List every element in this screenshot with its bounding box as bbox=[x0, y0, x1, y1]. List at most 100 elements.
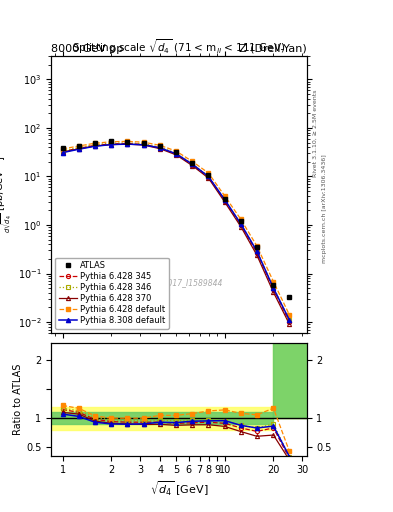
Pythia 6.428 default bbox=[287, 312, 292, 318]
Pythia 6.428 346 bbox=[109, 140, 114, 146]
Pythia 6.428 345 bbox=[287, 319, 292, 325]
Text: mcplots.cern.ch [arXiv:1306.3436]: mcplots.cern.ch [arXiv:1306.3436] bbox=[322, 154, 327, 263]
ATLAS bbox=[255, 244, 259, 250]
ATLAS bbox=[77, 143, 81, 149]
Bar bbox=[51, 407, 274, 430]
Pythia 6.428 346 bbox=[287, 317, 292, 323]
ATLAS bbox=[222, 196, 227, 202]
Text: 8000 GeV pp: 8000 GeV pp bbox=[51, 44, 123, 54]
Pythia 6.428 370 bbox=[92, 143, 97, 149]
Pythia 6.428 default bbox=[174, 148, 178, 154]
ATLAS bbox=[190, 160, 195, 166]
Line: Pythia 6.428 346: Pythia 6.428 346 bbox=[61, 141, 292, 322]
Pythia 6.428 370 bbox=[125, 141, 130, 147]
Title: Splitting scale $\sqrt{d_4}$ (71 < m$_{ll}$ < 111 GeV): Splitting scale $\sqrt{d_4}$ (71 < m$_{l… bbox=[72, 37, 286, 56]
Pythia 8.308 default bbox=[287, 317, 292, 323]
Pythia 6.428 345 bbox=[239, 222, 243, 228]
Pythia 6.428 345 bbox=[271, 286, 276, 292]
Pythia 6.428 346 bbox=[125, 140, 130, 146]
Pythia 6.428 345 bbox=[190, 162, 195, 168]
Pythia 6.428 345 bbox=[222, 198, 227, 204]
Pythia 6.428 default bbox=[92, 140, 97, 146]
Line: Pythia 6.428 370: Pythia 6.428 370 bbox=[61, 142, 292, 326]
Pythia 6.428 370 bbox=[239, 224, 243, 230]
Pythia 6.428 345 bbox=[158, 145, 162, 151]
Pythia 8.308 default bbox=[239, 221, 243, 227]
Pythia 6.428 default bbox=[141, 139, 146, 145]
Line: Pythia 6.428 345: Pythia 6.428 345 bbox=[61, 141, 292, 324]
Pythia 8.308 default bbox=[141, 142, 146, 148]
Pythia 8.308 default bbox=[174, 151, 178, 157]
Legend: ATLAS, Pythia 6.428 345, Pythia 6.428 346, Pythia 6.428 370, Pythia 6.428 defaul: ATLAS, Pythia 6.428 345, Pythia 6.428 34… bbox=[55, 258, 169, 329]
Pythia 8.308 default bbox=[190, 161, 195, 167]
Pythia 6.428 345 bbox=[174, 151, 178, 157]
Text: ATLAS_2017_I1589844: ATLAS_2017_I1589844 bbox=[135, 279, 222, 288]
Pythia 6.428 346 bbox=[271, 284, 276, 290]
Pythia 6.428 default bbox=[77, 143, 81, 149]
Pythia 6.428 346 bbox=[222, 197, 227, 203]
Pythia 8.308 default bbox=[60, 150, 65, 156]
ATLAS bbox=[158, 143, 162, 150]
Pythia 6.428 345 bbox=[60, 148, 65, 155]
Pythia 6.428 346 bbox=[174, 150, 178, 156]
Pythia 6.428 370 bbox=[271, 289, 276, 295]
Pythia 6.428 345 bbox=[109, 141, 114, 147]
Pythia 6.428 default bbox=[206, 170, 211, 176]
Y-axis label: Ratio to ATLAS: Ratio to ATLAS bbox=[13, 364, 23, 435]
Pythia 6.428 346 bbox=[206, 173, 211, 179]
Pythia 8.308 default bbox=[271, 285, 276, 291]
ATLAS bbox=[60, 145, 65, 152]
Pythia 6.428 345 bbox=[206, 174, 211, 180]
Pythia 6.428 345 bbox=[141, 141, 146, 147]
Pythia 6.428 346 bbox=[92, 141, 97, 147]
Pythia 8.308 default bbox=[206, 174, 211, 180]
Pythia 8.308 default bbox=[77, 146, 81, 152]
Pythia 6.428 370 bbox=[158, 145, 162, 152]
Pythia 6.428 default bbox=[109, 139, 114, 145]
Pythia 6.428 370 bbox=[222, 199, 227, 205]
Pythia 8.308 default bbox=[255, 248, 259, 254]
Text: Z (Drell-Yan): Z (Drell-Yan) bbox=[239, 44, 307, 54]
Pythia 6.428 370 bbox=[255, 252, 259, 258]
Pythia 6.428 default bbox=[60, 146, 65, 152]
Pythia 6.428 345 bbox=[125, 140, 130, 146]
ATLAS bbox=[141, 139, 146, 145]
Pythia 6.428 346 bbox=[255, 248, 259, 254]
Pythia 6.428 370 bbox=[109, 141, 114, 147]
Pythia 8.308 default bbox=[222, 197, 227, 203]
Bar bbox=[274, 343, 307, 418]
Y-axis label: $\frac{d\sigma}{d\sqrt{d_4}}$ [pb,GeV$^{-1}$]: $\frac{d\sigma}{d\sqrt{d_4}}$ [pb,GeV$^{… bbox=[0, 156, 15, 233]
Pythia 6.428 345 bbox=[92, 142, 97, 148]
Pythia 6.428 default bbox=[125, 138, 130, 144]
Pythia 6.428 default bbox=[239, 217, 243, 223]
Pythia 6.428 370 bbox=[77, 146, 81, 152]
Pythia 6.428 370 bbox=[174, 152, 178, 158]
ATLAS bbox=[239, 218, 243, 224]
X-axis label: $\sqrt{d_4}$ [GeV]: $\sqrt{d_4}$ [GeV] bbox=[150, 480, 208, 498]
Pythia 8.308 default bbox=[109, 141, 114, 147]
Pythia 8.308 default bbox=[92, 143, 97, 150]
Pythia 6.428 370 bbox=[206, 175, 211, 181]
ATLAS bbox=[174, 149, 178, 155]
Pythia 6.428 346 bbox=[60, 147, 65, 154]
Pythia 6.428 default bbox=[255, 243, 259, 249]
Pythia 6.428 346 bbox=[190, 161, 195, 167]
Pythia 6.428 346 bbox=[141, 141, 146, 147]
Pythia 6.428 default bbox=[271, 279, 276, 285]
ATLAS bbox=[92, 139, 97, 145]
Pythia 6.428 346 bbox=[77, 144, 81, 151]
Line: Pythia 8.308 default: Pythia 8.308 default bbox=[61, 142, 292, 322]
Pythia 6.428 345 bbox=[77, 145, 81, 152]
ATLAS bbox=[287, 294, 292, 300]
ATLAS bbox=[125, 139, 130, 145]
Text: Rivet 3.1.10, ≥ 2.5M events: Rivet 3.1.10, ≥ 2.5M events bbox=[312, 90, 318, 178]
Pythia 6.428 default bbox=[158, 142, 162, 148]
ATLAS bbox=[109, 138, 114, 144]
Bar bbox=[274, 343, 307, 418]
Pythia 6.428 default bbox=[222, 193, 227, 199]
ATLAS bbox=[206, 173, 211, 179]
Pythia 8.308 default bbox=[158, 145, 162, 151]
Pythia 6.428 370 bbox=[60, 149, 65, 155]
Pythia 6.428 345 bbox=[255, 249, 259, 255]
Bar bbox=[51, 412, 274, 424]
